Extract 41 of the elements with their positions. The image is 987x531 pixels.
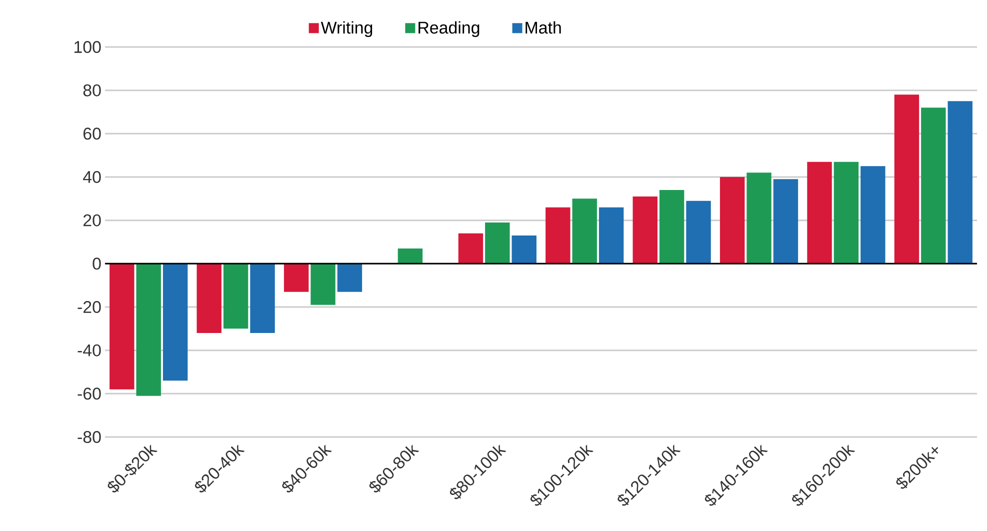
y-tick-label: -60 <box>78 388 101 400</box>
y-tick-label: -80 <box>78 431 101 443</box>
y-tick-label: -40 <box>78 344 101 356</box>
bar <box>196 264 222 333</box>
legend-label: Reading <box>418 21 480 38</box>
bar <box>223 264 248 329</box>
y-tick-label: 60 <box>84 128 101 140</box>
bar <box>720 176 745 264</box>
bar <box>485 222 510 264</box>
bar <box>310 264 336 305</box>
bar <box>136 264 161 396</box>
bar <box>598 207 624 264</box>
bar <box>458 233 484 264</box>
bar <box>632 196 658 264</box>
bar <box>807 162 832 264</box>
bar <box>250 264 275 333</box>
bar <box>921 108 946 264</box>
bar <box>659 190 684 264</box>
bar <box>398 248 423 264</box>
bar <box>162 264 188 381</box>
bar <box>746 172 772 264</box>
bar <box>948 101 972 264</box>
bar <box>686 200 711 264</box>
legend-label: Math <box>526 21 561 34</box>
bar <box>337 264 362 292</box>
legend-label: Writing <box>320 21 372 38</box>
bar <box>110 264 134 390</box>
y-tick-label: -20 <box>78 301 101 313</box>
y-tick-label: 40 <box>83 171 101 183</box>
bar <box>284 264 309 292</box>
y-tick-label: 80 <box>83 84 101 96</box>
bar <box>834 162 859 264</box>
y-tick-label: 0 <box>92 258 101 270</box>
y-tick-label: 20 <box>84 214 101 226</box>
bar <box>860 166 886 264</box>
bar <box>572 198 597 264</box>
bar <box>512 235 536 264</box>
y-tick-label: 100 <box>74 41 101 53</box>
bar <box>546 207 570 264</box>
bar <box>773 179 798 264</box>
bar <box>894 94 920 264</box>
